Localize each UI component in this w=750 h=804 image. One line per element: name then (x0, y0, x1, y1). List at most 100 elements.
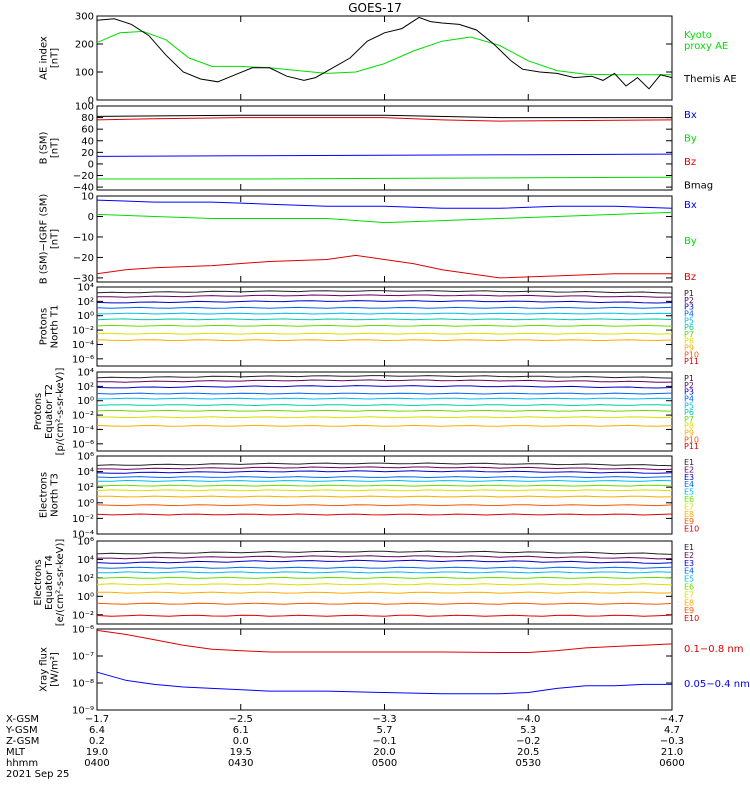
plot-date: 2021 Sep 25 (6, 769, 69, 780)
channel-line-p2-6 (96, 404, 673, 407)
channel-line-e1-3 (96, 470, 673, 474)
ephemeris-value: 20.5 (517, 747, 539, 758)
legend-label-e1-8: E8 (684, 510, 694, 519)
y-axis-label-e1: Electrons (39, 472, 50, 518)
y-tick-label-bsm: 80 (81, 113, 94, 124)
channel-line-e1-10 (96, 513, 673, 516)
legend-label-p1-7: P7 (684, 330, 694, 339)
legend-label-digrf-1: Bx (684, 200, 697, 211)
y-tick-label-e1: 10⁰ (77, 498, 94, 509)
channel-line-p1-1 (96, 290, 673, 294)
y-tick-label-e1: 10⁻⁴ (72, 530, 94, 541)
y-axis-label-bsm: B (SM) (39, 131, 50, 164)
channel-line-p1-5 (96, 312, 673, 315)
ephemeris-value: 0530 (516, 758, 541, 769)
y-axis-label-e2: Equator T4 (44, 555, 55, 610)
y-tick-label-p1: 10² (77, 297, 94, 308)
channel-line-p1-4 (96, 306, 673, 309)
legend-label-p2-6: P6 (684, 408, 694, 417)
channel-line-e2-5 (96, 571, 673, 574)
legend-label-e1-2: E2 (684, 465, 694, 474)
legend-label-p1-4: P4 (684, 309, 694, 318)
channel-line-e2-8 (97, 591, 673, 594)
y-tick-label-e2: 10⁴ (77, 555, 94, 566)
y-tick-label-p2: 10⁻² (72, 411, 94, 422)
ephemeris-value: 0400 (84, 758, 109, 769)
y-tick-label-e2: 10⁶ (77, 537, 94, 548)
y-axis-label-p2: Equator T2 (44, 384, 55, 439)
y-axis-label-ae: AE index (39, 36, 50, 80)
legend-label-e1-6: E6 (684, 495, 694, 504)
legend-label-bsm-2: By (684, 133, 697, 144)
channel-line-p1-2 (97, 294, 673, 298)
y-tick-label-p2: 10⁻⁴ (72, 425, 94, 436)
legend-label-e1-4: E4 (684, 480, 694, 489)
legend-label-ae-3: Themis AE (683, 74, 737, 85)
ephemeris-value: 5.7 (377, 725, 393, 736)
legend-label-ae-2: proxy AE (684, 41, 728, 52)
ephemeris-value: 0.2 (89, 736, 105, 747)
ephemeris-row-label: X-GSM (6, 714, 39, 725)
channel-line-p1-9 (96, 339, 673, 342)
legend-label-bsm-4: Bmag (684, 180, 713, 191)
legend-label-e2-9: E9 (684, 606, 694, 615)
legend-label-e1-1: E1 (684, 458, 694, 467)
channel-line-p1-3 (96, 300, 673, 304)
ephemeris-value: 0430 (228, 758, 253, 769)
plot-title: GOES-17 (348, 1, 402, 15)
y-tick-label-ae: 0 (88, 96, 94, 107)
panel-frame-xray (96, 628, 673, 711)
ephemeris-value: −0.1 (372, 736, 396, 747)
channel-line-p1-7 (96, 324, 673, 327)
y-axis-label-digrf: B (SM)−IGRF (SM) (39, 194, 50, 285)
y-axis-label-e2: [e/(cm²-s-sr-keV)] (55, 539, 66, 627)
legend-label-digrf-2: By (684, 236, 697, 247)
y-axis-label-bsm: [nT] (50, 138, 61, 158)
y-axis-label-p2: Protons (33, 393, 44, 430)
channel-line-p2-4 (96, 392, 673, 395)
legend-label-p2-3: P3 (684, 388, 694, 397)
y-tick-label-e1: 10⁶ (77, 452, 94, 463)
legend-label-e2-4: E4 (684, 567, 694, 576)
channel-line-e2-9 (96, 602, 673, 605)
series-line-digrf-bx (96, 199, 673, 209)
series-line-bsm-bmag (96, 114, 672, 119)
y-axis-label-e1: North T3 (50, 473, 61, 517)
y-tick-label-xray: 10⁻⁸ (72, 679, 94, 690)
channel-line-e1-5 (96, 479, 673, 482)
y-axis-label-p1: North T1 (50, 305, 61, 349)
y-tick-label-e2: 10² (77, 573, 94, 584)
y-tick-label-p1: 10⁻² (72, 326, 94, 337)
legend-label-e2-5: E5 (684, 575, 694, 584)
channel-line-e2-2 (97, 555, 673, 560)
legend-label-e2-8: E8 (684, 598, 694, 607)
series-line-xray-0-1-0-8-nm (96, 629, 673, 653)
ephemeris-value: 20.0 (373, 747, 395, 758)
y-tick-label-ae: 200 (75, 40, 94, 51)
y-tick-label-p1: 10⁴ (77, 283, 94, 294)
y-tick-label-e2: 10⁻² (72, 610, 94, 621)
ephemeris-value: −4.0 (516, 714, 540, 725)
channel-line-e2-7 (96, 583, 673, 586)
legend-label-p2-11: P11 (684, 442, 699, 451)
y-axis-label-xray: Xray flux (39, 647, 50, 692)
legend-label-e2-2: E2 (684, 551, 694, 560)
ephemeris-value: 4.7 (664, 725, 680, 736)
legend-label-p1-3: P3 (684, 303, 694, 312)
legend-label-p2-7: P7 (684, 415, 694, 424)
y-tick-label-p1: 10⁻⁴ (72, 340, 94, 351)
y-tick-label-digrf: −20 (73, 253, 94, 264)
y-tick-label-bsm: 0 (88, 159, 94, 170)
channel-line-p2-8 (97, 416, 673, 419)
channel-line-p2-5 (96, 397, 673, 400)
legend-label-bsm-3: Bz (684, 157, 696, 168)
channel-line-p2-3 (96, 385, 673, 389)
y-axis-label-e2: Electrons (33, 559, 44, 605)
y-tick-label-p2: 10² (77, 382, 94, 393)
y-tick-label-p2: 10⁰ (77, 396, 94, 407)
legend-label-p1-6: P6 (684, 323, 694, 332)
legend-label-xray-1: 0.1−0.8 nm (684, 644, 743, 655)
channel-line-e2-10 (96, 614, 673, 617)
y-tick-label-e1: 10² (77, 483, 94, 494)
